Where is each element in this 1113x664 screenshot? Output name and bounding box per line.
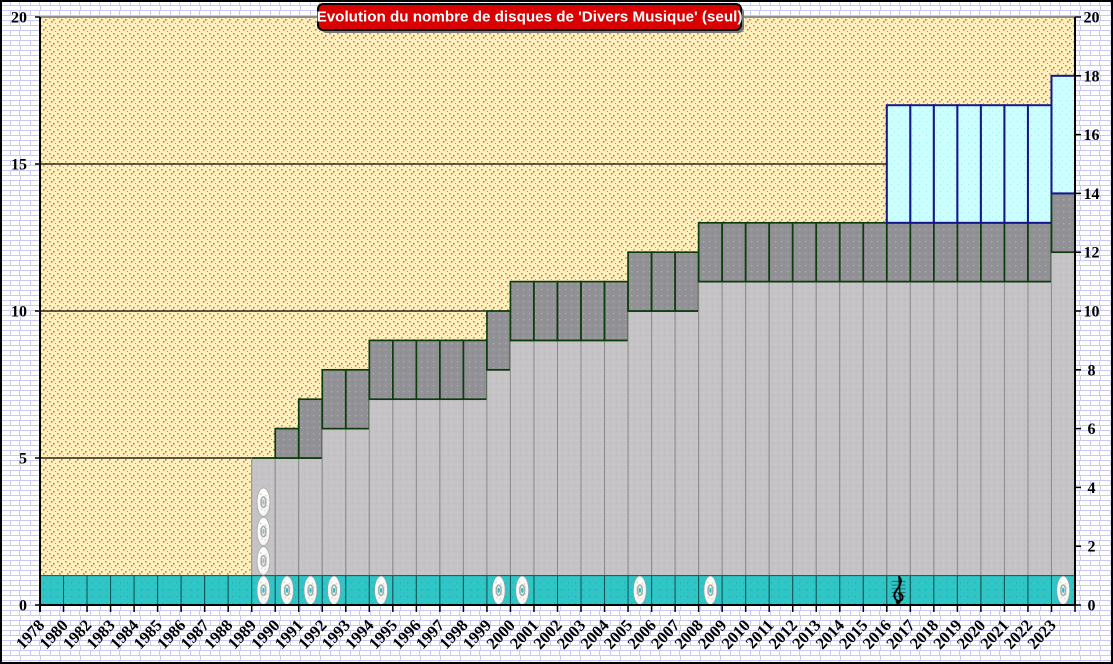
- svg-text:14: 14: [1084, 186, 1100, 203]
- svg-text:6: 6: [1088, 421, 1096, 438]
- svg-text:18: 18: [1084, 68, 1100, 85]
- svg-text:Evolution du nombre de disques: Evolution du nombre de disques de 'Diver…: [317, 8, 743, 25]
- svg-text:2: 2: [1088, 539, 1096, 556]
- svg-text:5: 5: [19, 451, 27, 468]
- svg-text:10: 10: [11, 304, 27, 321]
- svg-text:16: 16: [1084, 127, 1100, 144]
- svg-text:12: 12: [1084, 245, 1100, 262]
- svg-text:4: 4: [1088, 480, 1096, 497]
- svg-text:0: 0: [1088, 598, 1096, 615]
- svg-text:20: 20: [11, 10, 27, 27]
- svg-text:15: 15: [11, 157, 27, 174]
- svg-text:20: 20: [1084, 10, 1100, 27]
- svg-text:8: 8: [1088, 362, 1096, 379]
- svg-text:0: 0: [19, 598, 27, 615]
- svg-text:10: 10: [1084, 304, 1100, 321]
